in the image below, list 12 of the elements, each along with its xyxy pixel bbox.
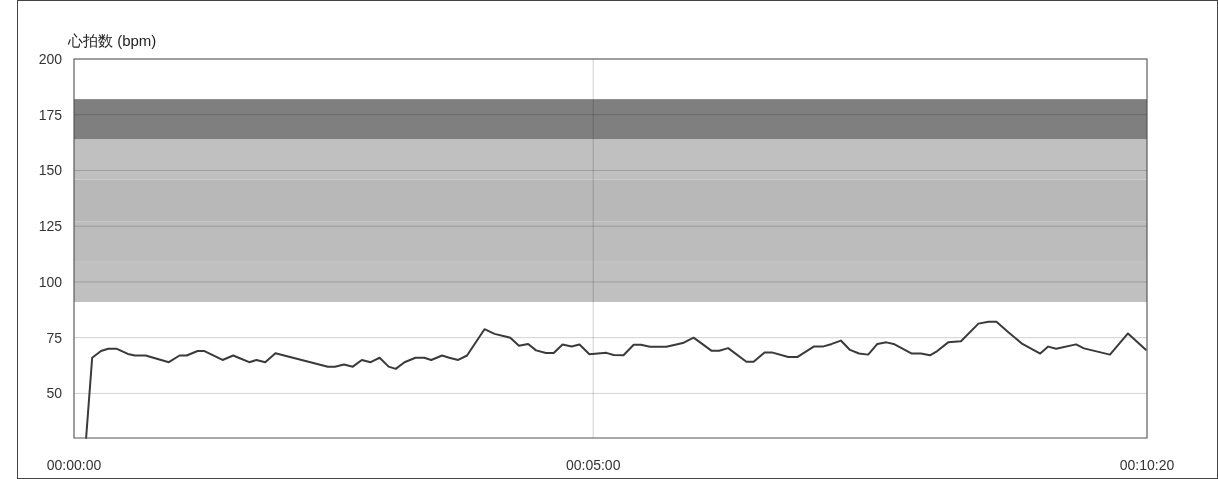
x-tick-label: 00:05:00: [565, 457, 621, 473]
y-tick-label: 125: [38, 218, 63, 235]
x-tick-label: 00:10:20: [1119, 457, 1175, 473]
y-tick-label: 200: [38, 51, 63, 67]
y-tick-label: 150: [38, 162, 63, 179]
y-tick-label: 175: [38, 106, 63, 123]
y-axis-title: 心拍数 (bpm): [67, 32, 157, 49]
x-tick-label: 00:00:00: [46, 457, 102, 473]
y-tick-label: 50: [46, 385, 63, 402]
y-tick-label: 75: [46, 329, 63, 346]
y-tick-label: 100: [38, 273, 63, 290]
line-series: [85, 320, 1147, 439]
